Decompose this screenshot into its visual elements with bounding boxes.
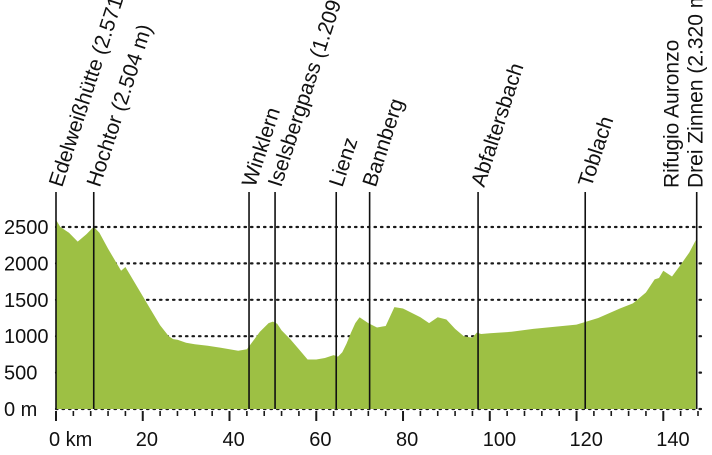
y-tick-label: 2000 xyxy=(4,253,49,275)
y-axis-tick-labels: 2500 2000 1500 1000 500 0 m xyxy=(4,217,49,421)
x-axis: 0 km 20 40 60 80 100 120 140 xyxy=(49,411,699,451)
x-tick-label: 60 xyxy=(309,429,331,451)
marker-label: Rifugio Auronzo xyxy=(661,40,684,188)
y-tick-label: 1000 xyxy=(4,326,49,348)
marker-label: Bannberg xyxy=(359,96,409,190)
x-tick-label: 20 xyxy=(136,429,158,451)
marker-label: Lienz xyxy=(325,135,362,190)
x-tick-label: 100 xyxy=(483,429,516,451)
y-tick-label: 0 m xyxy=(4,399,37,421)
y-tick-label: 500 xyxy=(4,363,37,385)
y-tick-label: 2500 xyxy=(4,217,49,239)
marker-label: Toblach xyxy=(574,114,618,190)
elevation-area xyxy=(56,219,696,409)
marker-label: Abfaltersbach xyxy=(467,60,529,189)
y-tick-label: 1500 xyxy=(4,290,49,312)
x-tick-label: 80 xyxy=(396,429,418,451)
x-tick-label: 120 xyxy=(570,429,603,451)
marker-label: Drei Zinnen (2.320 m) xyxy=(685,0,708,188)
x-tick-label: 140 xyxy=(656,429,689,451)
x-tick-label: 0 km xyxy=(49,429,92,451)
x-tick-label: 40 xyxy=(223,429,245,451)
